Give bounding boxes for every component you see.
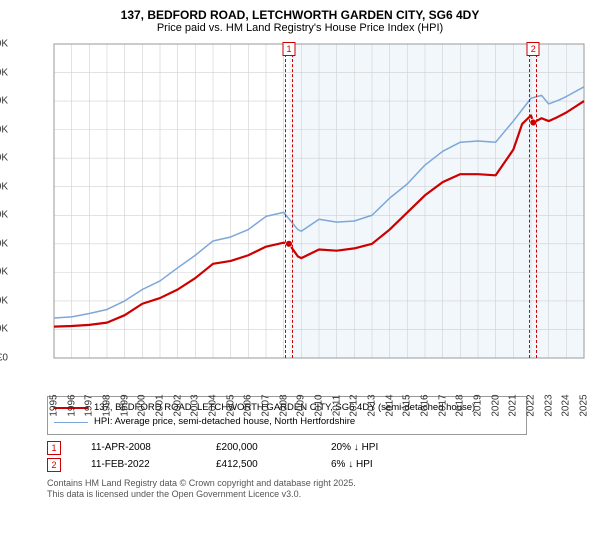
- marker-table-row: 1 11-APR-2008 £200,000 20% ↓ HPI: [47, 441, 588, 455]
- x-axis-label: 2018: [455, 394, 466, 416]
- x-axis-label: 2014: [384, 394, 395, 416]
- x-axis-label: 2003: [190, 394, 201, 416]
- x-axis-label: 2012: [349, 394, 360, 416]
- footer: Contains HM Land Registry data © Crown c…: [47, 478, 588, 501]
- y-axis-label: £450K: [0, 96, 8, 107]
- y-axis-label: £550K: [0, 39, 8, 50]
- x-axis-label: 2017: [437, 394, 448, 416]
- x-axis-label: 2019: [473, 394, 484, 416]
- y-axis-label: £100K: [0, 295, 8, 306]
- marker-number-badge: 1: [47, 441, 61, 455]
- x-axis-label: 2005: [225, 394, 236, 416]
- x-axis-label: 2013: [367, 394, 378, 416]
- x-axis-label: 2008: [278, 394, 289, 416]
- legend-row: HPI: Average price, semi-detached house,…: [54, 415, 520, 429]
- y-axis-label: £0: [0, 353, 8, 364]
- x-axis-label: 1995: [49, 394, 60, 416]
- chart-title-1: 137, BEDFORD ROAD, LETCHWORTH GARDEN CIT…: [12, 8, 588, 22]
- x-axis-label: 1997: [84, 394, 95, 416]
- x-axis-label: 2022: [526, 394, 537, 416]
- marker-number-badge: 2: [47, 458, 61, 472]
- x-axis-label: 2011: [331, 395, 342, 417]
- y-axis-label: £500K: [0, 67, 8, 78]
- x-axis-label: 2000: [137, 394, 148, 416]
- x-axis-label: 2007: [261, 394, 272, 416]
- x-axis-label: 1996: [66, 394, 77, 416]
- x-axis-label: 2006: [243, 394, 254, 416]
- y-axis-label: £400K: [0, 124, 8, 135]
- chart-title-2: Price paid vs. HM Land Registry's House …: [12, 22, 588, 34]
- footer-line-1: Contains HM Land Registry data © Crown c…: [47, 478, 588, 490]
- footer-line-2: This data is licensed under the Open Gov…: [47, 489, 588, 501]
- x-axis-label: 2025: [579, 394, 590, 416]
- x-axis-label: 2004: [208, 394, 219, 416]
- y-axis-label: £150K: [0, 267, 8, 278]
- legend-swatch: [54, 422, 88, 424]
- marker-table-row: 2 11-FEB-2022 £412,500 6% ↓ HPI: [47, 458, 588, 472]
- marker-price: £412,500: [216, 459, 301, 470]
- x-axis-label: 2010: [314, 394, 325, 416]
- y-axis-label: £50K: [0, 324, 8, 335]
- x-axis-label: 2023: [543, 394, 554, 416]
- x-axis-label: 2024: [561, 394, 572, 416]
- marker-badge-top: 1: [282, 42, 295, 56]
- marker-diff: 20% ↓ HPI: [331, 442, 378, 453]
- x-axis-label: 2021: [508, 394, 519, 416]
- x-axis-label: 2009: [296, 394, 307, 416]
- x-axis-label: 2016: [420, 394, 431, 416]
- marker-diff: 6% ↓ HPI: [331, 459, 373, 470]
- legend-label: HPI: Average price, semi-detached house,…: [94, 415, 355, 429]
- x-axis-label: 2020: [490, 394, 501, 416]
- marker-badge-top: 2: [527, 42, 540, 56]
- plot-area: £0£50K£100K£150K£200K£250K£300K£350K£400…: [12, 38, 588, 388]
- y-axis-label: £200K: [0, 238, 8, 249]
- marker-date: 11-APR-2008: [91, 442, 186, 453]
- x-axis-label: 2015: [402, 394, 413, 416]
- x-axis-label: 1999: [119, 394, 130, 416]
- y-axis-label: £350K: [0, 153, 8, 164]
- y-axis-label: £300K: [0, 181, 8, 192]
- marker-price: £200,000: [216, 442, 301, 453]
- marker-overlay: 1: [285, 44, 293, 358]
- marker-table: 1 11-APR-2008 £200,000 20% ↓ HPI 2 11-FEB-202…: [47, 441, 588, 472]
- x-axis-label: 2002: [172, 394, 183, 416]
- marker-overlay: 2: [529, 44, 537, 358]
- x-axis-label: 1998: [102, 394, 113, 416]
- y-axis-label: £250K: [0, 210, 8, 221]
- x-axis-label: 2001: [155, 394, 166, 416]
- chart-svg: [12, 38, 588, 388]
- marker-date: 11-FEB-2022: [91, 459, 186, 470]
